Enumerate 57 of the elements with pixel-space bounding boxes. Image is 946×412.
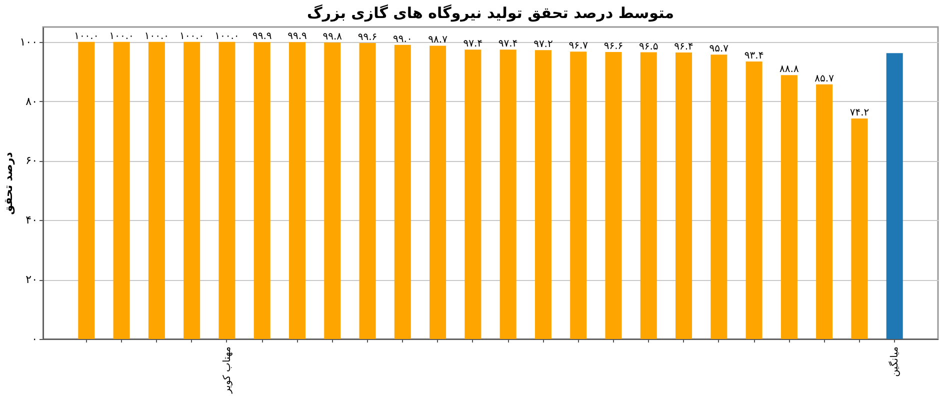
bar (78, 42, 95, 339)
bar (886, 53, 903, 339)
bar (570, 52, 587, 339)
data-label: ۱۰۰.۰ (74, 30, 99, 42)
bar (534, 50, 552, 339)
y-tick-label: ۸۰ (26, 94, 38, 108)
bar (430, 46, 446, 339)
bar (780, 75, 798, 339)
chart-title: متوسط درصد تحقق تولید نیروگاه های گازی بزرگ (307, 4, 674, 22)
data-label: ۱۰۰.۰ (109, 30, 134, 42)
bar (359, 43, 376, 339)
data-label: ۹۶.۷ (568, 40, 589, 52)
y-axis-title: درصد تحقق (2, 152, 15, 215)
data-label: ۹۶.۶ (604, 40, 624, 52)
y-tick-label: ۱۰۰ (20, 35, 38, 48)
x-tick-label: میانگین (888, 346, 901, 377)
y-tick-label: ۰ (32, 332, 38, 346)
data-label: ۱۰۰.۰ (179, 30, 204, 42)
data-label: ۹۳.۴ (744, 50, 764, 62)
data-label: ۹۶.۴ (674, 42, 694, 53)
bar (148, 42, 165, 339)
bar (640, 52, 657, 339)
data-label: ۹۷.۲ (534, 39, 553, 50)
data-label: ۹۸.۷ (428, 34, 448, 46)
bar (605, 52, 622, 339)
bar (184, 42, 200, 339)
data-label: ۸۵.۷ (814, 73, 835, 84)
bar (218, 42, 236, 339)
data-label: ۹۹.۹ (288, 31, 307, 42)
bar (710, 54, 728, 339)
bar (394, 44, 411, 339)
x-tick-label: مهتاب کویر (222, 346, 233, 394)
bar (113, 42, 130, 339)
bar (464, 50, 482, 339)
data-label: ۷۴.۲ (850, 108, 870, 119)
data-label: ۹۷.۴ (498, 38, 518, 50)
data-label: ۸۸.۸ (780, 64, 800, 76)
data-label: ۹۷.۴ (463, 38, 483, 50)
bar (851, 118, 868, 339)
bar (746, 61, 762, 339)
data-label: ۹۵.۷ (709, 44, 730, 55)
data-label: ۹۹.۶ (358, 32, 378, 44)
bar (254, 42, 270, 339)
bar (288, 42, 306, 339)
data-label: ۱۰۰.۰ (144, 30, 170, 42)
data-label: ۱۰۰.۰ (214, 30, 240, 42)
bar (816, 84, 833, 339)
y-tick-label: ۲۰ (26, 273, 38, 286)
y-tick-label: ۶۰ (26, 154, 38, 168)
data-label: ۹۶.۵ (638, 41, 658, 52)
y-tick-label: ۴۰ (26, 214, 38, 227)
data-label: ۹۹.۸ (322, 31, 343, 42)
bar (500, 50, 516, 339)
bar (324, 42, 341, 339)
bar (676, 52, 692, 339)
data-label: ۹۹.۹ (252, 31, 272, 42)
data-label: ۹۹.۰ (393, 34, 412, 45)
